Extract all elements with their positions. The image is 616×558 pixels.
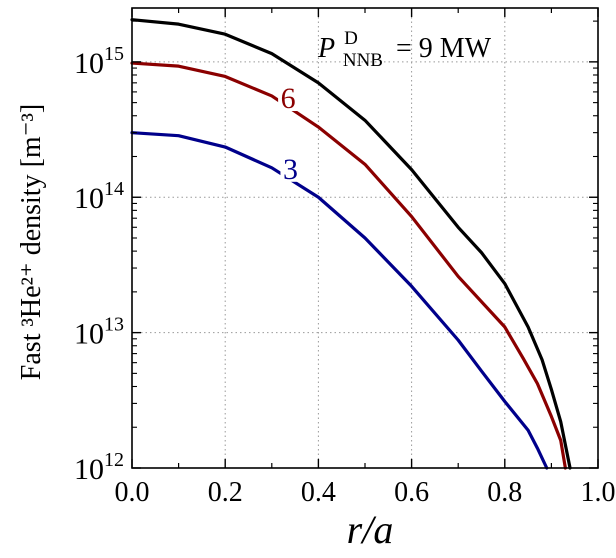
y-tick-exponent: 15 xyxy=(104,43,124,65)
y-tick-exponent: 13 xyxy=(104,314,124,336)
x-tick-label: 0.4 xyxy=(301,477,336,508)
annotation-text: = 9 MW xyxy=(396,33,492,64)
power-annotation: P D NNB = 9 MW xyxy=(317,20,492,73)
x-tick-label: 0.2 xyxy=(208,477,243,508)
x-tick-label: 0.6 xyxy=(394,477,429,508)
curve-label-background xyxy=(280,153,301,182)
series-line-3 xyxy=(130,131,549,470)
curve-label-6: 6 xyxy=(281,82,296,115)
curve-label-background xyxy=(278,83,299,112)
y-tick-label: 1012 xyxy=(74,449,124,486)
y-axis-label: Fast ³He²⁺ density [m⁻³] xyxy=(16,104,47,380)
x-tick-label: 1.0 xyxy=(581,477,616,508)
annotation-symbol: P xyxy=(317,33,335,64)
x-axis-label: r/a xyxy=(347,507,394,552)
y-tick-base: 10 xyxy=(74,182,104,215)
series-layer xyxy=(130,18,572,470)
series-line-1 xyxy=(130,18,572,470)
curve-label-3: 3 xyxy=(283,153,298,186)
ticks xyxy=(131,8,599,469)
y-tick-exponent: 12 xyxy=(104,449,124,471)
y-tick-exponent: 14 xyxy=(104,178,124,200)
y-tick-label: 1014 xyxy=(74,178,124,215)
annotation-subscript: NNB xyxy=(343,50,383,71)
y-tick-label: 1013 xyxy=(74,314,124,351)
annotation-superscript: D xyxy=(344,28,358,49)
y-tick-base: 10 xyxy=(74,47,104,80)
y-tick-base: 10 xyxy=(74,453,104,486)
y-tick-label: 1015 xyxy=(74,43,124,80)
series-line-2 xyxy=(130,61,567,470)
x-tick-label: 0.0 xyxy=(115,477,150,508)
x-tick-label: 0.8 xyxy=(487,477,522,508)
y-tick-base: 10 xyxy=(74,318,104,351)
